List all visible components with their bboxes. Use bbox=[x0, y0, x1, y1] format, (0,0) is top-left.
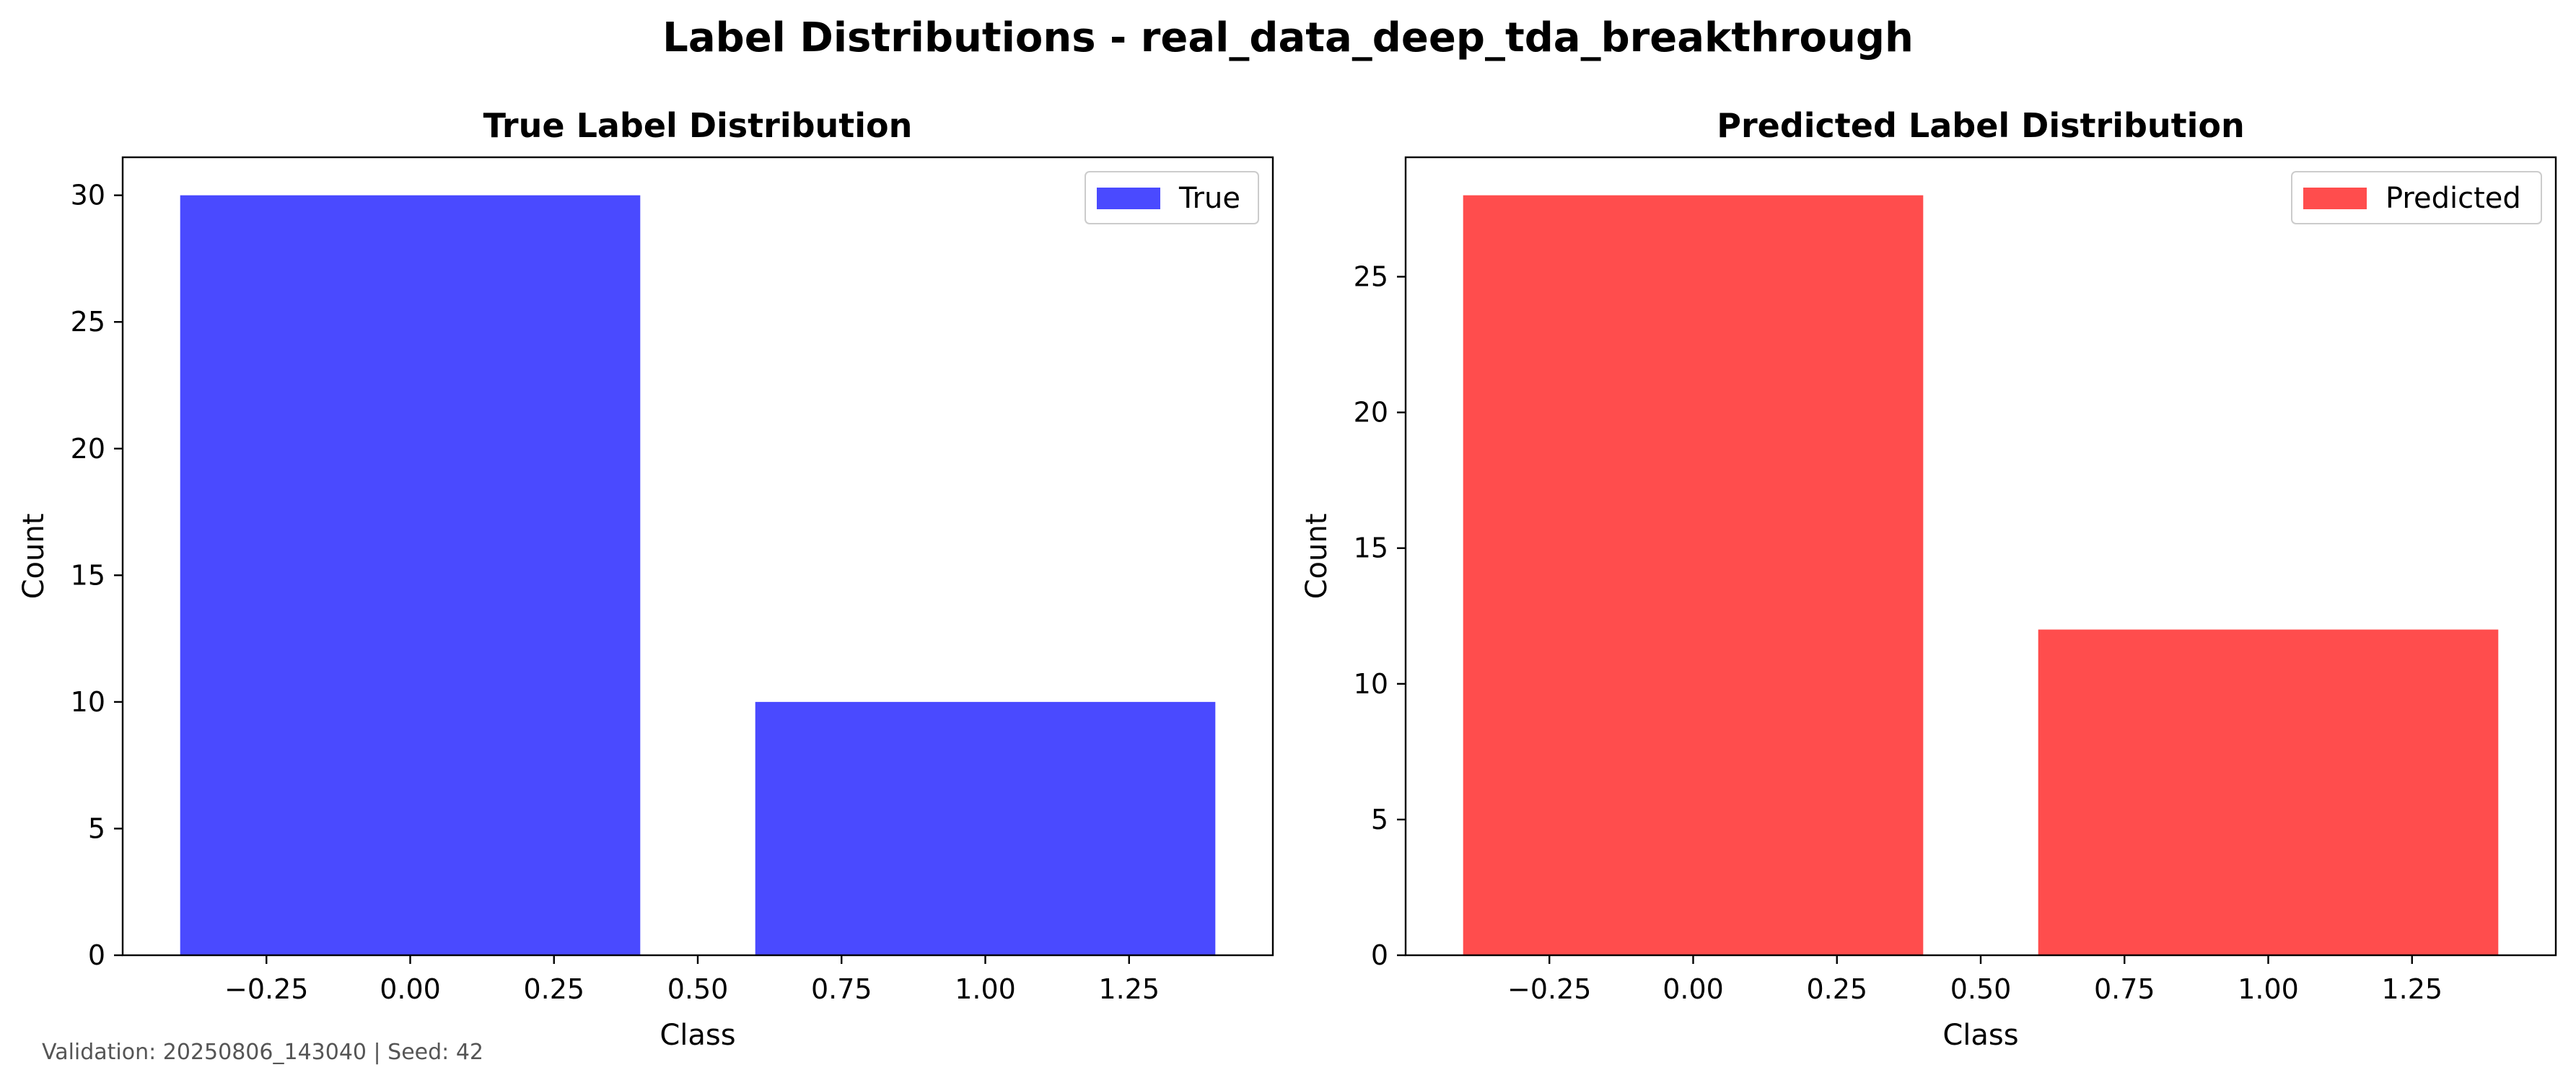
x-axis-label: Class bbox=[1942, 1019, 2018, 1052]
x-tick-label: 1.00 bbox=[2238, 973, 2299, 1005]
x-tick-label: 0.00 bbox=[1662, 973, 1724, 1005]
y-axis-label: Count bbox=[1300, 514, 1333, 600]
x-tick-label: 0.25 bbox=[523, 973, 584, 1005]
y-tick-label: 15 bbox=[71, 559, 105, 591]
figure-title: Label Distributions - real_data_deep_tda… bbox=[662, 14, 1914, 61]
bar-class-1 bbox=[755, 701, 1216, 955]
x-tick-label: 0.25 bbox=[1806, 973, 1867, 1005]
y-tick-label: 5 bbox=[1371, 804, 1388, 835]
legend-label: True bbox=[1178, 182, 1240, 215]
x-tick-label: 0.50 bbox=[667, 973, 729, 1005]
x-axis-label: Class bbox=[660, 1019, 735, 1052]
bar-class-0 bbox=[1463, 195, 1924, 956]
bar-class-0 bbox=[180, 195, 641, 956]
x-tick-label: 1.25 bbox=[1098, 973, 1160, 1005]
predicted-distribution-panel: Predicted Label Distribution Class Count… bbox=[1300, 106, 2557, 1052]
legend-box bbox=[1085, 171, 1259, 224]
legend-box bbox=[2291, 171, 2542, 224]
y-tick-label: 0 bbox=[88, 939, 105, 971]
true-distribution-panel: True Label Distribution Class Count −0.2… bbox=[17, 106, 1274, 1052]
x-tick-label: −0.25 bbox=[224, 973, 308, 1005]
panel-title: True Label Distribution bbox=[483, 106, 913, 145]
y-tick-label: 10 bbox=[71, 686, 105, 718]
legend: True bbox=[1085, 171, 1259, 224]
x-tick-label: −0.25 bbox=[1507, 973, 1591, 1005]
x-tick-label: 0.75 bbox=[2094, 973, 2155, 1005]
y-axis-label: Count bbox=[17, 514, 51, 600]
footnote: Validation: 20250806_143040 | Seed: 42 bbox=[42, 1040, 483, 1065]
x-tick-label: 0.50 bbox=[1950, 973, 2012, 1005]
panel-title: Predicted Label Distribution bbox=[1717, 106, 2245, 145]
x-tick-label: 0.00 bbox=[380, 973, 441, 1005]
y-tick-label: 15 bbox=[1354, 532, 1388, 564]
y-tick-label: 0 bbox=[1371, 939, 1388, 971]
y-tick-label: 20 bbox=[71, 433, 105, 465]
y-tick-label: 5 bbox=[88, 812, 105, 844]
x-tick-label: 1.00 bbox=[955, 973, 1016, 1005]
y-tick-label: 20 bbox=[1354, 397, 1388, 429]
x-tick-label: 0.75 bbox=[811, 973, 872, 1005]
legend: Predicted bbox=[2291, 171, 2542, 224]
legend-label: Predicted bbox=[2386, 182, 2521, 215]
bar-class-1 bbox=[2038, 629, 2499, 955]
y-tick-label: 25 bbox=[1354, 261, 1388, 293]
y-tick-label: 10 bbox=[1354, 668, 1388, 700]
y-tick-label: 30 bbox=[71, 180, 105, 211]
x-tick-label: 1.25 bbox=[2381, 973, 2443, 1005]
legend-swatch bbox=[2303, 188, 2367, 209]
legend-swatch bbox=[1097, 188, 1160, 209]
y-tick-label: 25 bbox=[71, 306, 105, 338]
